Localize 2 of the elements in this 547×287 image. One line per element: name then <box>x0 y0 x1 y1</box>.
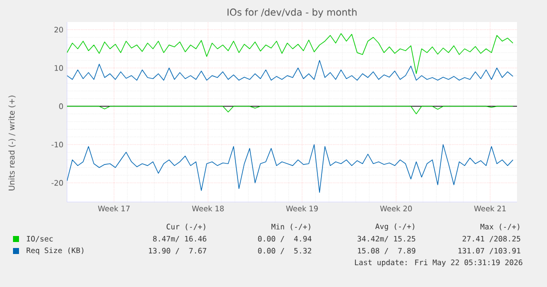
y-axis-title: Units read (-) / write (+) <box>8 96 16 190</box>
chart-title: IOs for /dev/vda - by month <box>228 8 357 18</box>
